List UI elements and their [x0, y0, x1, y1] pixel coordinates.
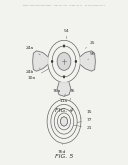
Polygon shape: [33, 51, 48, 71]
Text: 25: 25: [85, 41, 95, 49]
Text: 24b: 24b: [25, 68, 40, 74]
Text: 54: 54: [64, 29, 69, 39]
Text: FIG. 5: FIG. 5: [55, 154, 73, 159]
Text: Patent Application Publication    May 16, 2013   Sheet 4 of 11    US 2013/000657: Patent Application Publication May 16, 2…: [23, 4, 105, 6]
Circle shape: [51, 60, 53, 63]
Circle shape: [63, 45, 65, 47]
Text: 76d: 76d: [57, 144, 66, 154]
Text: 77: 77: [77, 118, 92, 122]
Text: 56: 56: [88, 52, 96, 60]
Polygon shape: [57, 82, 71, 96]
Text: 15: 15: [82, 110, 93, 118]
Circle shape: [57, 52, 71, 70]
Circle shape: [63, 76, 65, 78]
Text: 24a: 24a: [25, 46, 40, 55]
Text: 10a: 10a: [28, 68, 49, 81]
Text: 21: 21: [74, 125, 92, 130]
Circle shape: [61, 117, 67, 126]
Text: 76a: 76a: [53, 89, 61, 99]
Text: 11a: 11a: [59, 94, 67, 103]
Polygon shape: [80, 51, 95, 71]
Text: FIG. 4: FIG. 4: [55, 108, 73, 113]
Text: 76: 76: [70, 89, 76, 101]
Circle shape: [75, 60, 77, 63]
